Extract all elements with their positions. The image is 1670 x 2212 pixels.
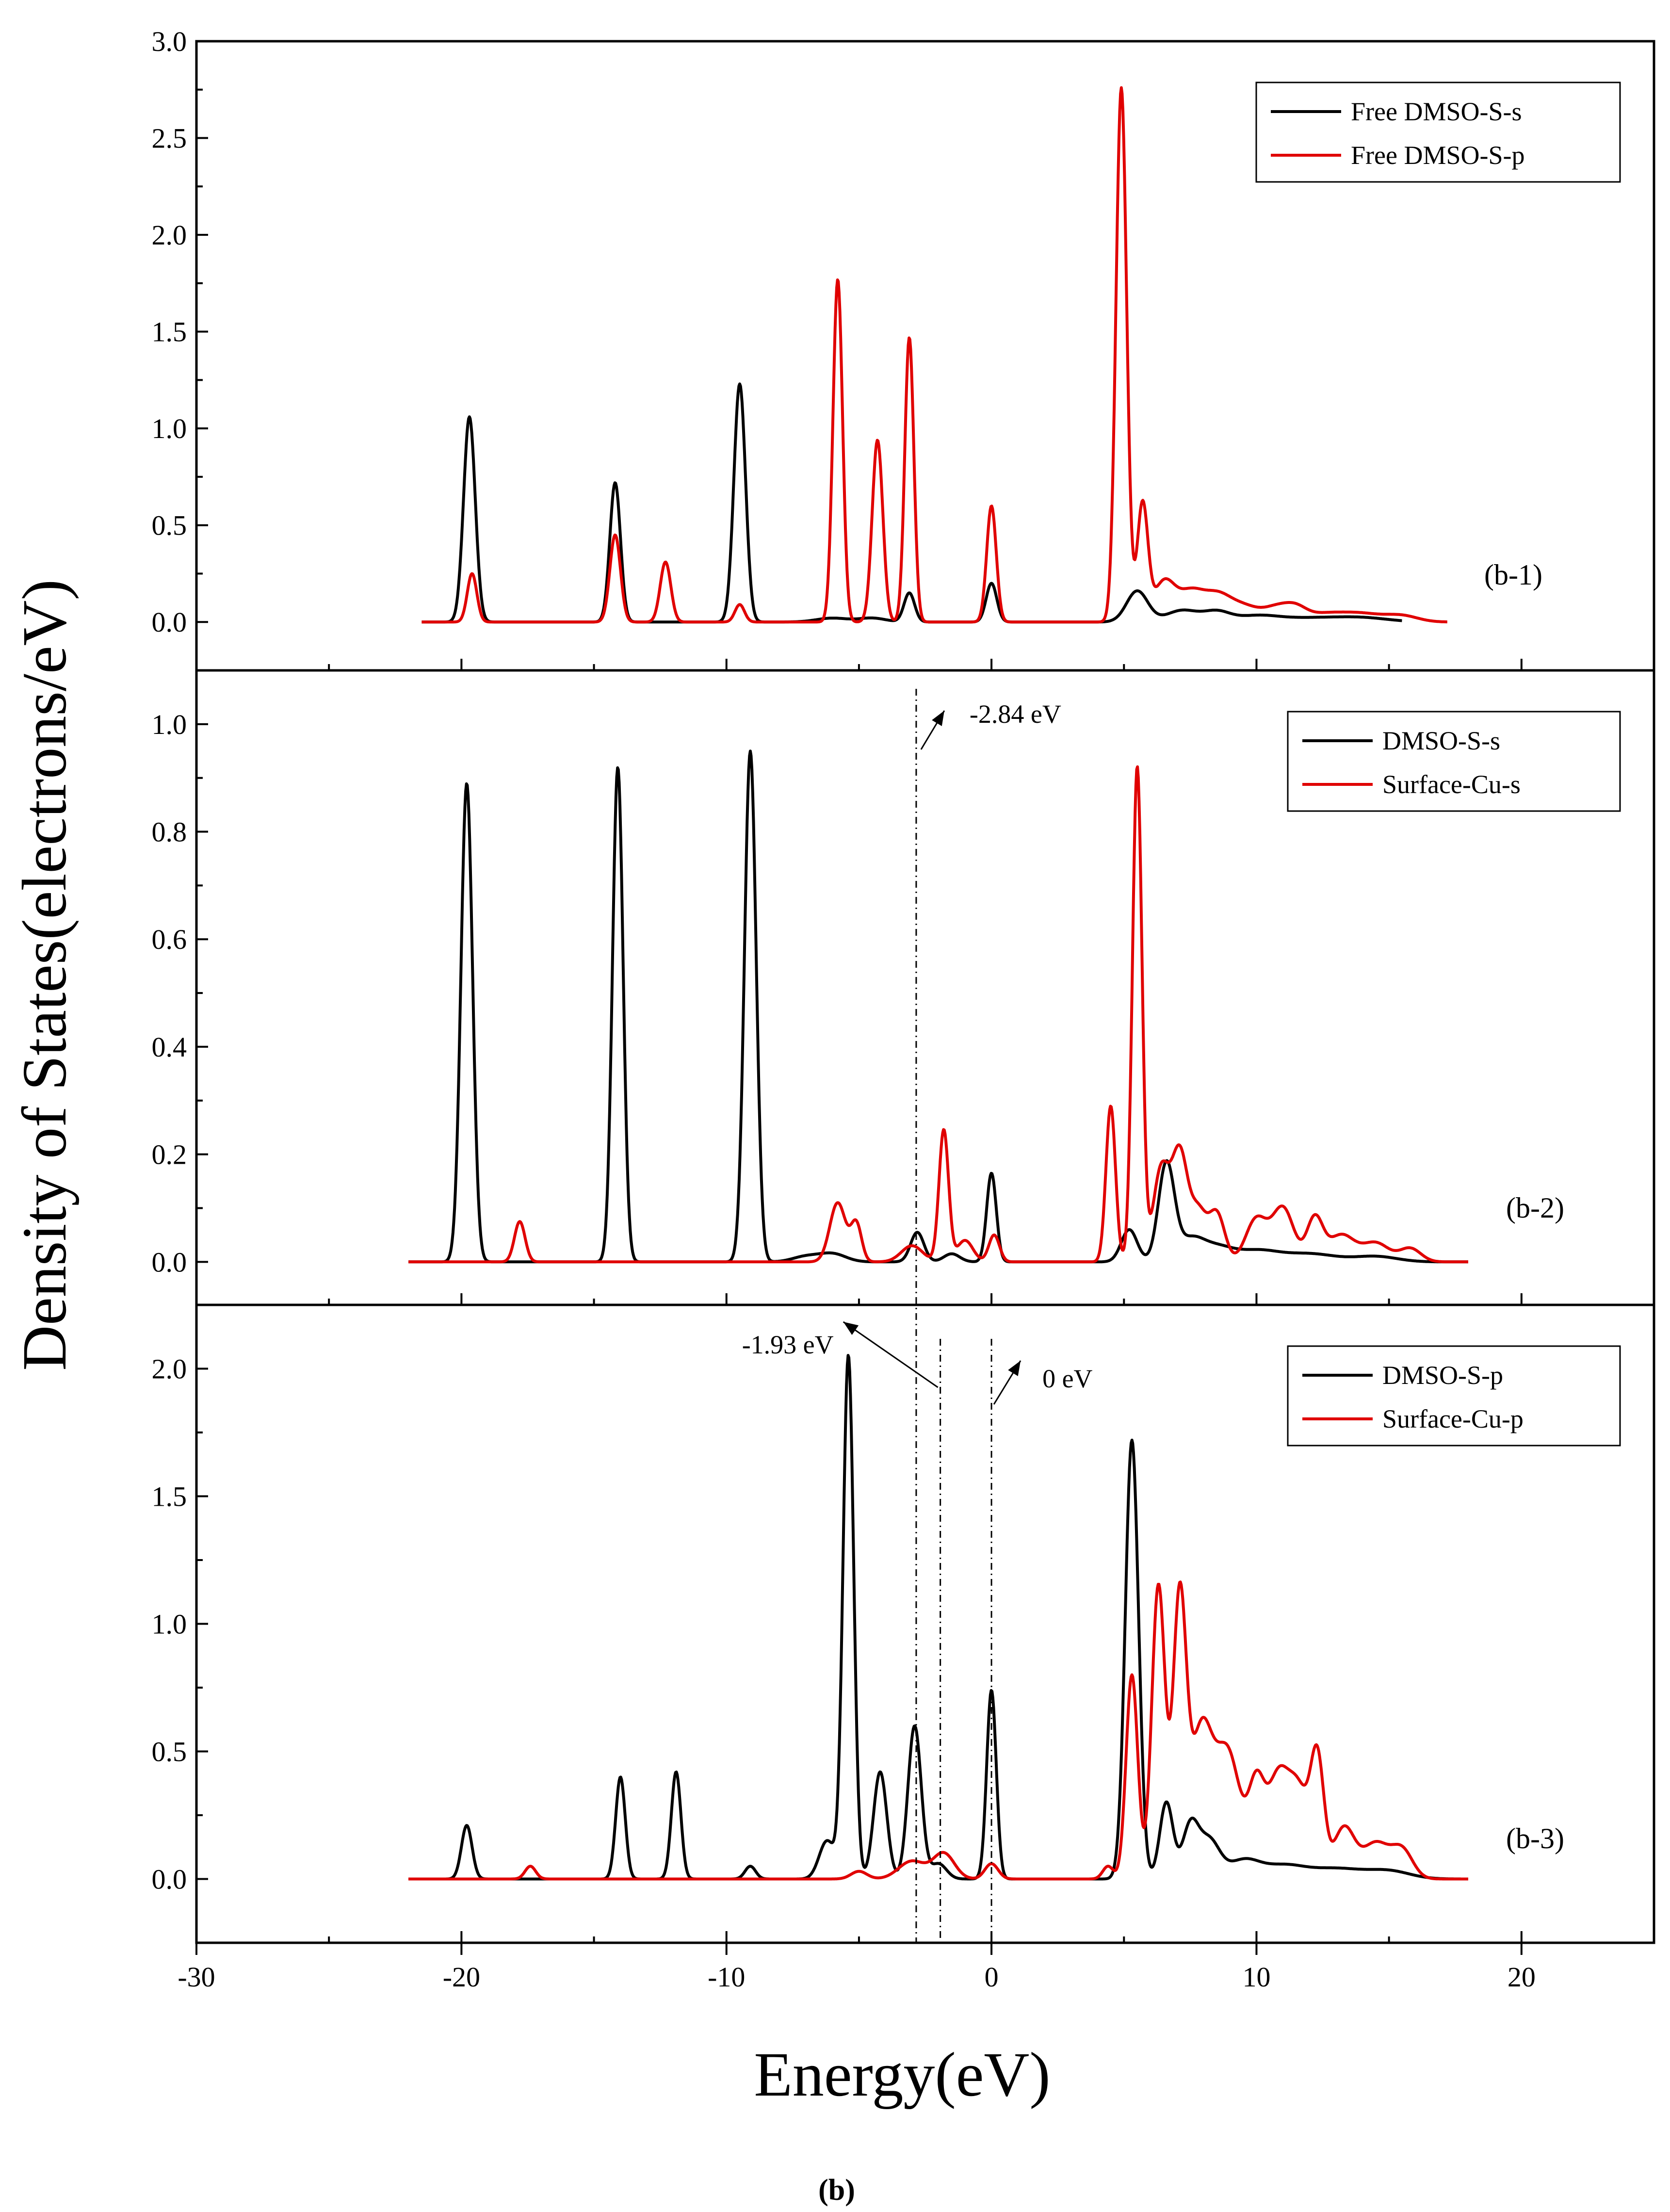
figure-caption: (b)	[818, 2174, 855, 2207]
annotation-arrowhead	[932, 711, 944, 726]
x-tick-label: -30	[178, 1961, 215, 1993]
annotation-arrowhead	[1008, 1361, 1021, 1376]
x-tick-label: -10	[708, 1961, 745, 1993]
legend-label: DMSO-S-s	[1382, 726, 1500, 755]
legend-label: Free DMSO-S-p	[1351, 141, 1525, 170]
legend-label: Surface-Cu-p	[1382, 1404, 1524, 1433]
y-tick-label: 0.0	[152, 606, 187, 638]
y-tick-label: 0.0	[152, 1864, 187, 1895]
y-tick-label: 3.0	[152, 26, 187, 57]
caption-open: (	[818, 2174, 828, 2207]
y-tick-label: 0.8	[152, 816, 187, 848]
y-tick-label: 2.0	[152, 219, 187, 251]
series-line-red	[407, 765, 1469, 1264]
legend-box	[1255, 81, 1621, 183]
y-tick-label: 0.5	[152, 510, 187, 541]
y-tick-label: 1.0	[152, 413, 187, 444]
y-axis-title: Density of States(electrons/eV)	[10, 579, 80, 1371]
y-tick-label: 0.6	[152, 924, 187, 955]
y-tick-label: 1.5	[152, 316, 187, 348]
panel-3: 0.0 0.5 1.0 1.5 2.0 DMSO-S-p Surface-Cu-p (b-3)	[152, 1303, 1655, 1944]
panel-tag: (b-3)	[1506, 1822, 1564, 1854]
y-tick-label: 1.5	[152, 1481, 187, 1513]
y-tick-label: 1.0	[152, 709, 187, 740]
legend-label: DMSO-S-p	[1382, 1361, 1503, 1390]
legend: Free DMSO-S-s Free DMSO-S-p	[1255, 81, 1621, 183]
annotation-arrowhead	[843, 1322, 859, 1335]
legend-box	[1287, 711, 1621, 812]
series-line-red	[421, 86, 1448, 624]
annotation-arrow	[843, 1321, 939, 1388]
annotations: -2.84 eV -1.93 eV 0 eV	[742, 689, 1093, 1943]
y-tick-label: 1.0	[152, 1609, 187, 1640]
y-tick-label: 0.4	[152, 1031, 187, 1063]
y-tick-label: 2.0	[152, 1353, 187, 1385]
x-tick-label: 10	[1242, 1961, 1270, 1993]
panel-frame	[195, 1303, 1655, 1944]
y-tick-label: 0.2	[152, 1139, 187, 1171]
x-axis-title: Energy(eV)	[754, 2040, 1050, 2110]
annotation-label: -1.93 eV	[742, 1330, 834, 1359]
panel-tag: (b-2)	[1506, 1192, 1564, 1224]
y-tick-label: 0.0	[152, 1246, 187, 1278]
legend: DMSO-S-s Surface-Cu-s	[1287, 711, 1621, 812]
x-axis: -30 -20 -10 0 10 20	[178, 1943, 1536, 1993]
legend-label: Free DMSO-S-s	[1351, 97, 1522, 126]
legend-box	[1287, 1345, 1621, 1447]
y-tick-label: 0.5	[152, 1736, 187, 1768]
panel-2: 0.0 0.2 0.4 0.6 0.8 1.0 DMSO-S-s Surface-Cu-s (b…	[152, 669, 1655, 1306]
legend: DMSO-S-p Surface-Cu-p	[1287, 1345, 1621, 1447]
x-tick-label: 0	[985, 1961, 999, 1993]
series-line-red	[407, 1580, 1469, 1881]
caption-label: b	[828, 2174, 845, 2207]
y-tick-label: 2.5	[152, 123, 187, 154]
legend-label: Surface-Cu-s	[1382, 770, 1521, 799]
x-tick-label: -20	[443, 1961, 480, 1993]
panel-tag: (b-1)	[1484, 559, 1542, 591]
x-tick-label: 20	[1508, 1961, 1536, 1993]
caption-close: )	[845, 2174, 855, 2207]
annotation-label: -2.84 eV	[970, 699, 1061, 729]
annotation-label: 0 eV	[1042, 1364, 1092, 1393]
